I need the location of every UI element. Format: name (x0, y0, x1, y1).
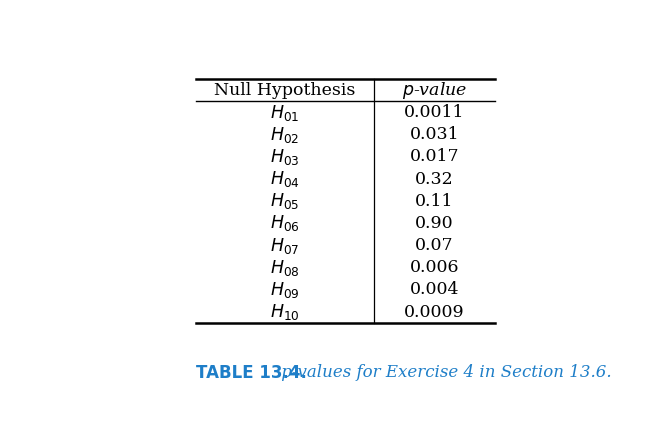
Text: 0.0009: 0.0009 (404, 304, 465, 321)
Text: 0.006: 0.006 (410, 259, 459, 276)
Text: $H_{07}$: $H_{07}$ (270, 235, 299, 256)
Text: $H_{04}$: $H_{04}$ (270, 169, 300, 189)
Text: $H_{03}$: $H_{03}$ (270, 147, 299, 167)
Text: $H_{10}$: $H_{10}$ (270, 302, 300, 322)
Text: 0.0011: 0.0011 (404, 104, 464, 121)
Text: Null Hypothesis: Null Hypothesis (214, 82, 356, 99)
Text: 0.11: 0.11 (415, 193, 454, 210)
Text: $H_{08}$: $H_{08}$ (270, 258, 300, 278)
Text: 0.031: 0.031 (410, 126, 459, 143)
Text: $p$-value: $p$-value (402, 80, 467, 101)
Text: $H_{05}$: $H_{05}$ (270, 191, 299, 211)
Text: 0.017: 0.017 (410, 149, 459, 165)
Text: p-values for Exercise 4 in Section 13.6.: p-values for Exercise 4 in Section 13.6. (276, 364, 612, 381)
Text: $H_{06}$: $H_{06}$ (270, 213, 300, 233)
Text: $H_{09}$: $H_{09}$ (270, 280, 300, 300)
Text: 0.32: 0.32 (415, 170, 454, 187)
Text: 0.004: 0.004 (410, 281, 459, 298)
Text: 0.90: 0.90 (415, 215, 454, 232)
Text: $H_{02}$: $H_{02}$ (270, 125, 299, 145)
Text: TABLE 13.4.: TABLE 13.4. (197, 364, 307, 382)
Text: $H_{01}$: $H_{01}$ (270, 103, 299, 123)
Text: 0.07: 0.07 (415, 237, 454, 254)
